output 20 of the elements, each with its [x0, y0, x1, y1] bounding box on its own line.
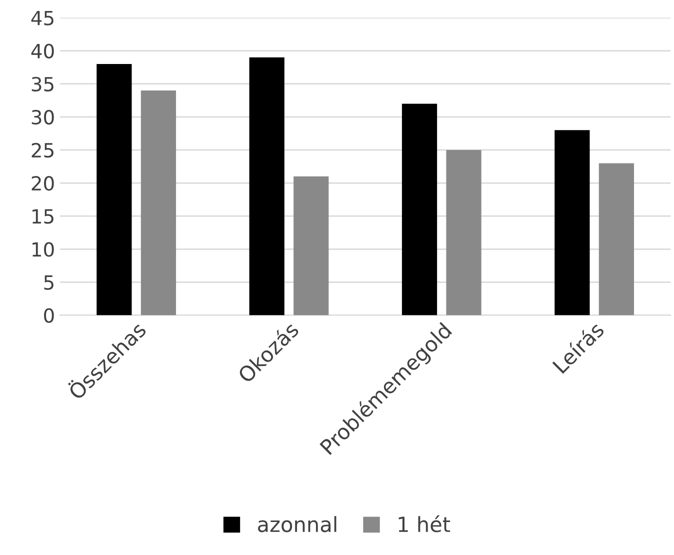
bar — [402, 104, 438, 316]
y-tick-label: 10 — [32, 242, 54, 257]
bar — [598, 163, 634, 316]
legend-label: 1 hét — [398, 515, 450, 532]
y-tick-label: 45 — [31, 10, 54, 26]
y-tick-label: 40 — [31, 44, 54, 58]
y-tick-label: 20 — [32, 176, 54, 191]
y-tick-label: 15 — [32, 209, 54, 224]
y-tick-label: 30 — [32, 110, 54, 125]
bar — [249, 57, 284, 316]
bar — [96, 64, 132, 316]
y-tick-label: 5 — [44, 275, 54, 290]
bar — [554, 130, 590, 316]
bar — [140, 90, 176, 316]
y-tick-label: 0 — [44, 308, 54, 323]
legend-label: azonnal — [258, 516, 336, 532]
y-tick-label: 25 — [32, 142, 54, 158]
bar — [446, 150, 482, 316]
bar — [294, 176, 329, 316]
y-tick-label: 35 — [32, 76, 54, 92]
